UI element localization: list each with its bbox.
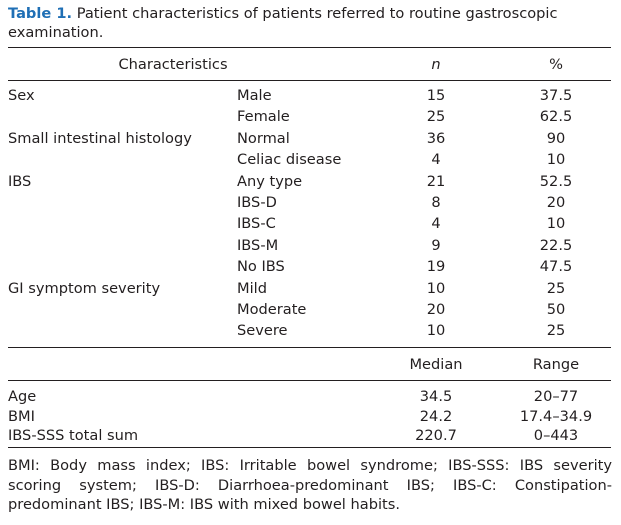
row-category: Any type	[237, 173, 303, 190]
row-characteristic: Sex	[8, 87, 35, 104]
row-percent-value: 10	[546, 215, 566, 232]
row-category: Mild	[237, 280, 267, 297]
row-characteristic: IBS	[8, 173, 32, 190]
row-median-value: 34.5	[419, 388, 453, 405]
header-characteristics: Characteristics	[118, 56, 228, 73]
row-n-value: 21	[426, 173, 446, 190]
row-n-value: 4	[431, 215, 441, 232]
row-characteristic: IBS-SSS total sum	[8, 427, 139, 444]
row-percent-value: 47.5	[539, 258, 573, 275]
row-median-value: 220.7	[415, 427, 457, 444]
row-n-value: 15	[426, 87, 446, 104]
row-percent-value: 50	[546, 301, 566, 318]
row-percent-value: 37.5	[539, 87, 573, 104]
row-characteristic: BMI	[8, 408, 35, 425]
row-n-value: 20	[426, 301, 446, 318]
row-category: Moderate	[237, 301, 307, 318]
header-percent: %	[549, 56, 563, 73]
table-footnote: BMI: Body mass index; IBS: Irritable bow…	[8, 457, 612, 513]
row-characteristic: Small intestinal histology	[8, 130, 192, 147]
top-rule	[8, 47, 611, 48]
header-n: n	[431, 56, 441, 73]
row-n-value: 4	[431, 151, 441, 168]
row-percent-value: 52.5	[539, 173, 573, 190]
row-percent-value: 20	[546, 194, 566, 211]
subheader-rule	[8, 380, 611, 381]
caption-text: Patient characteristics of patients refe…	[8, 5, 558, 41]
row-category: IBS-M	[237, 237, 279, 254]
row-category: IBS-D	[237, 194, 277, 211]
row-category: Celiac disease	[237, 151, 342, 168]
section-rule	[8, 347, 611, 348]
table-label: Table 1.	[8, 5, 73, 22]
row-category: Male	[237, 87, 272, 104]
row-category: Normal	[237, 130, 290, 147]
row-n-value: 10	[426, 280, 446, 297]
row-category: Severe	[237, 322, 288, 339]
row-n-value: 36	[426, 130, 446, 147]
row-range-value: 0–443	[533, 427, 579, 444]
bottom-rule	[8, 447, 611, 448]
row-percent-value: 22.5	[539, 237, 573, 254]
row-characteristic: GI symptom severity	[8, 280, 161, 297]
row-percent-value: 90	[546, 130, 566, 147]
row-n-value: 10	[426, 322, 446, 339]
row-percent-value: 62.5	[539, 108, 573, 125]
row-percent-value: 25	[546, 322, 566, 339]
row-characteristic: Age	[8, 388, 37, 405]
row-n-value: 25	[426, 108, 446, 125]
row-median-value: 24.2	[419, 408, 453, 425]
row-percent-value: 10	[546, 151, 566, 168]
header-rule	[8, 80, 611, 81]
header-median: Median	[409, 356, 463, 373]
table-caption: Table 1. Patient characteristics of pati…	[8, 4, 612, 42]
header-range: Range	[532, 356, 580, 373]
row-n-value: 19	[426, 258, 446, 275]
row-range-value: 17.4–34.9	[519, 408, 593, 425]
row-category: IBS-C	[237, 215, 276, 232]
row-category: No IBS	[237, 258, 285, 275]
row-range-value: 20–77	[533, 388, 579, 405]
row-n-value: 8	[431, 194, 441, 211]
row-category: Female	[237, 108, 290, 125]
row-percent-value: 25	[546, 280, 566, 297]
row-n-value: 9	[431, 237, 441, 254]
